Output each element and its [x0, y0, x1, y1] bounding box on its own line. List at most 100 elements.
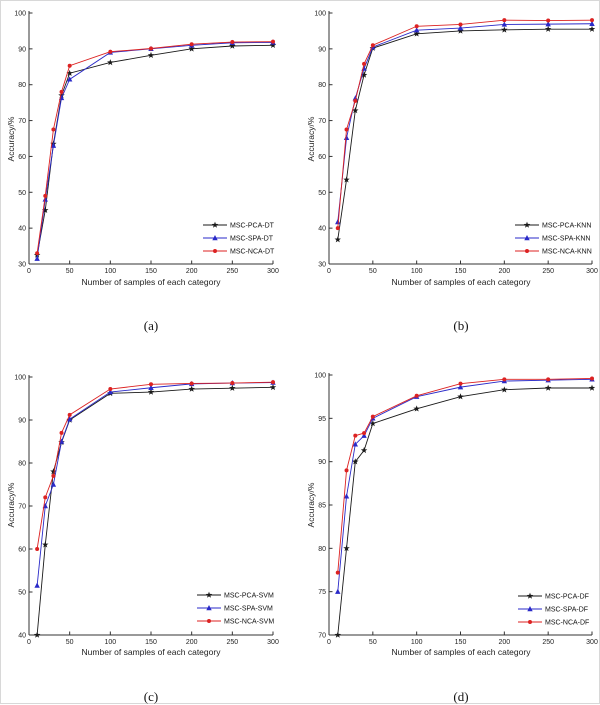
series-line-MSC-NCA-DT — [36, 41, 274, 254]
x-tick-label: 100 — [411, 268, 423, 275]
x-tick-label: 0 — [327, 268, 331, 275]
y-tick-label: 50 — [18, 190, 26, 197]
data-point-marker-circle — [207, 619, 211, 623]
x-tick-label: 150 — [455, 639, 467, 646]
x-tick-label: 300 — [586, 268, 598, 275]
y-tick-label: 40 — [318, 226, 326, 233]
x-tick-label: 50 — [369, 639, 377, 646]
legend-label-MSC-PCA-KNN: MSC-PCA-KNN — [542, 223, 591, 230]
data-point-marker-circle — [189, 42, 194, 47]
data-point-marker-star — [33, 631, 41, 638]
data-point-marker-circle — [271, 39, 275, 44]
data-point-marker-triangle — [343, 493, 350, 499]
data-point-marker-triangle — [524, 235, 530, 241]
data-point-marker-circle — [362, 61, 367, 66]
data-point-marker-triangle — [457, 25, 464, 31]
data-point-marker-circle — [67, 412, 72, 417]
series-line-MSC-PCA-SVM — [36, 386, 274, 636]
data-point-marker-star — [343, 176, 350, 183]
data-point-marker-circle — [525, 249, 529, 253]
data-point-marker-circle — [149, 46, 153, 51]
y-tick-label: 85 — [318, 503, 326, 510]
data-point-marker-star — [188, 45, 195, 52]
data-point-marker-triangle — [148, 384, 154, 390]
x-tick-label: 300 — [586, 639, 598, 646]
data-point-marker-circle — [546, 18, 551, 23]
y-tick-label: 40 — [18, 633, 26, 640]
y-axis-label-b: Accuracy/% — [306, 116, 316, 162]
legend-label-MSC-PCA-DF: MSC-PCA-DF — [545, 594, 589, 601]
data-point-marker-triangle — [501, 21, 508, 27]
data-point-marker-star — [544, 25, 552, 32]
caption-d: (d) — [453, 689, 469, 704]
x-tick-label: 150 — [455, 268, 467, 275]
y-tick-label: 70 — [318, 118, 326, 125]
data-point-marker-star — [147, 51, 155, 59]
data-point-marker-triangle — [457, 384, 464, 390]
chart-d-canvas: 70 75 80 85 90 95 100 0 50 100 150 200 250 300 MSC-PCA… — [314, 373, 598, 647]
caption-a: (a) — [143, 318, 159, 333]
data-point-marker-circle — [362, 431, 367, 436]
data-point-marker-star — [457, 27, 464, 34]
data-point-marker-circle — [546, 377, 551, 382]
y-tick-label: 70 — [318, 633, 326, 640]
y-tick-label: 100 — [14, 375, 26, 382]
x-axis-label-b: Number of samples of each category — [391, 277, 531, 287]
data-point-marker-triangle — [335, 219, 341, 225]
data-point-marker-star — [544, 384, 552, 391]
data-point-marker-star — [523, 221, 531, 228]
data-point-marker-star — [334, 631, 341, 638]
data-point-marker-star — [50, 468, 57, 475]
data-point-marker-circle — [51, 473, 56, 478]
data-point-marker-circle — [344, 468, 349, 473]
legend-label-MSC-NCA-DT: MSC-NCA-DT — [230, 249, 275, 256]
caption-c: (c) — [143, 689, 159, 704]
x-tick-label: 250 — [542, 639, 554, 646]
x-tick-label: 200 — [186, 639, 198, 646]
y-tick-label: 75 — [318, 589, 326, 596]
data-point-marker-circle — [458, 22, 463, 27]
data-point-marker-circle — [59, 89, 64, 94]
x-tick-label: 150 — [145, 639, 157, 646]
x-tick-label: 100 — [104, 639, 116, 646]
chart-b-canvas: 30 40 50 60 70 80 90 100 0 50 100 150 200 250 300 MSC-P… — [314, 11, 598, 276]
data-point-marker-triangle — [212, 235, 218, 241]
y-tick-label: 95 — [318, 416, 326, 423]
data-point-marker-star — [352, 458, 359, 465]
y-tick-label: 90 — [18, 418, 26, 425]
data-point-marker-star — [588, 384, 596, 391]
data-point-marker-star — [369, 420, 377, 427]
data-point-marker-triangle — [352, 441, 358, 447]
chart-c-canvas: 40 50 60 70 80 90 100 0 50 100 150 200 250 300 MSC-PCA… — [14, 375, 279, 647]
data-point-marker-triangle — [352, 95, 358, 101]
data-point-marker-triangle — [50, 142, 57, 148]
x-axis-label-c: Number of samples of each category — [81, 647, 221, 657]
data-point-marker-triangle — [589, 20, 595, 26]
data-point-marker-star — [42, 206, 49, 213]
y-tick-label: 80 — [18, 461, 26, 468]
data-point-marker-circle — [213, 249, 217, 253]
x-tick-label: 50 — [66, 268, 74, 275]
data-point-marker-star — [360, 71, 368, 78]
y-tick-label: 40 — [18, 226, 26, 233]
y-tick-label: 70 — [18, 118, 26, 125]
data-point-marker-circle — [230, 381, 235, 386]
chart-cell-d: 70 75 80 85 90 95 100 0 50 100 150 200 250 300 MSC-PCA… — [301, 353, 600, 705]
x-tick-label: 100 — [104, 268, 116, 275]
chart-cell-c: 40 50 60 70 80 90 100 0 50 100 150 200 250 300 MSC-PCA… — [1, 353, 301, 705]
x-tick-label: 0 — [27, 639, 31, 646]
y-axis-label-a: Accuracy/% — [6, 116, 16, 162]
legend-label-MSC-SPA-KNN: MSC-SPA-KNN — [542, 236, 590, 243]
series-line-MSC-PCA-DF — [337, 387, 592, 636]
data-point-marker-circle — [414, 393, 419, 398]
y-tick-label: 30 — [18, 262, 26, 269]
data-point-marker-triangle — [50, 481, 57, 487]
legend-label-MSC-NCA-KNN: MSC-NCA-KNN — [542, 249, 592, 256]
data-point-marker-star — [413, 405, 420, 412]
data-point-marker-triangle — [545, 21, 551, 27]
y-tick-label: 50 — [18, 590, 26, 597]
y-tick-label: 90 — [318, 46, 326, 53]
data-point-marker-triangle — [66, 76, 73, 82]
y-tick-label: 90 — [318, 459, 326, 466]
